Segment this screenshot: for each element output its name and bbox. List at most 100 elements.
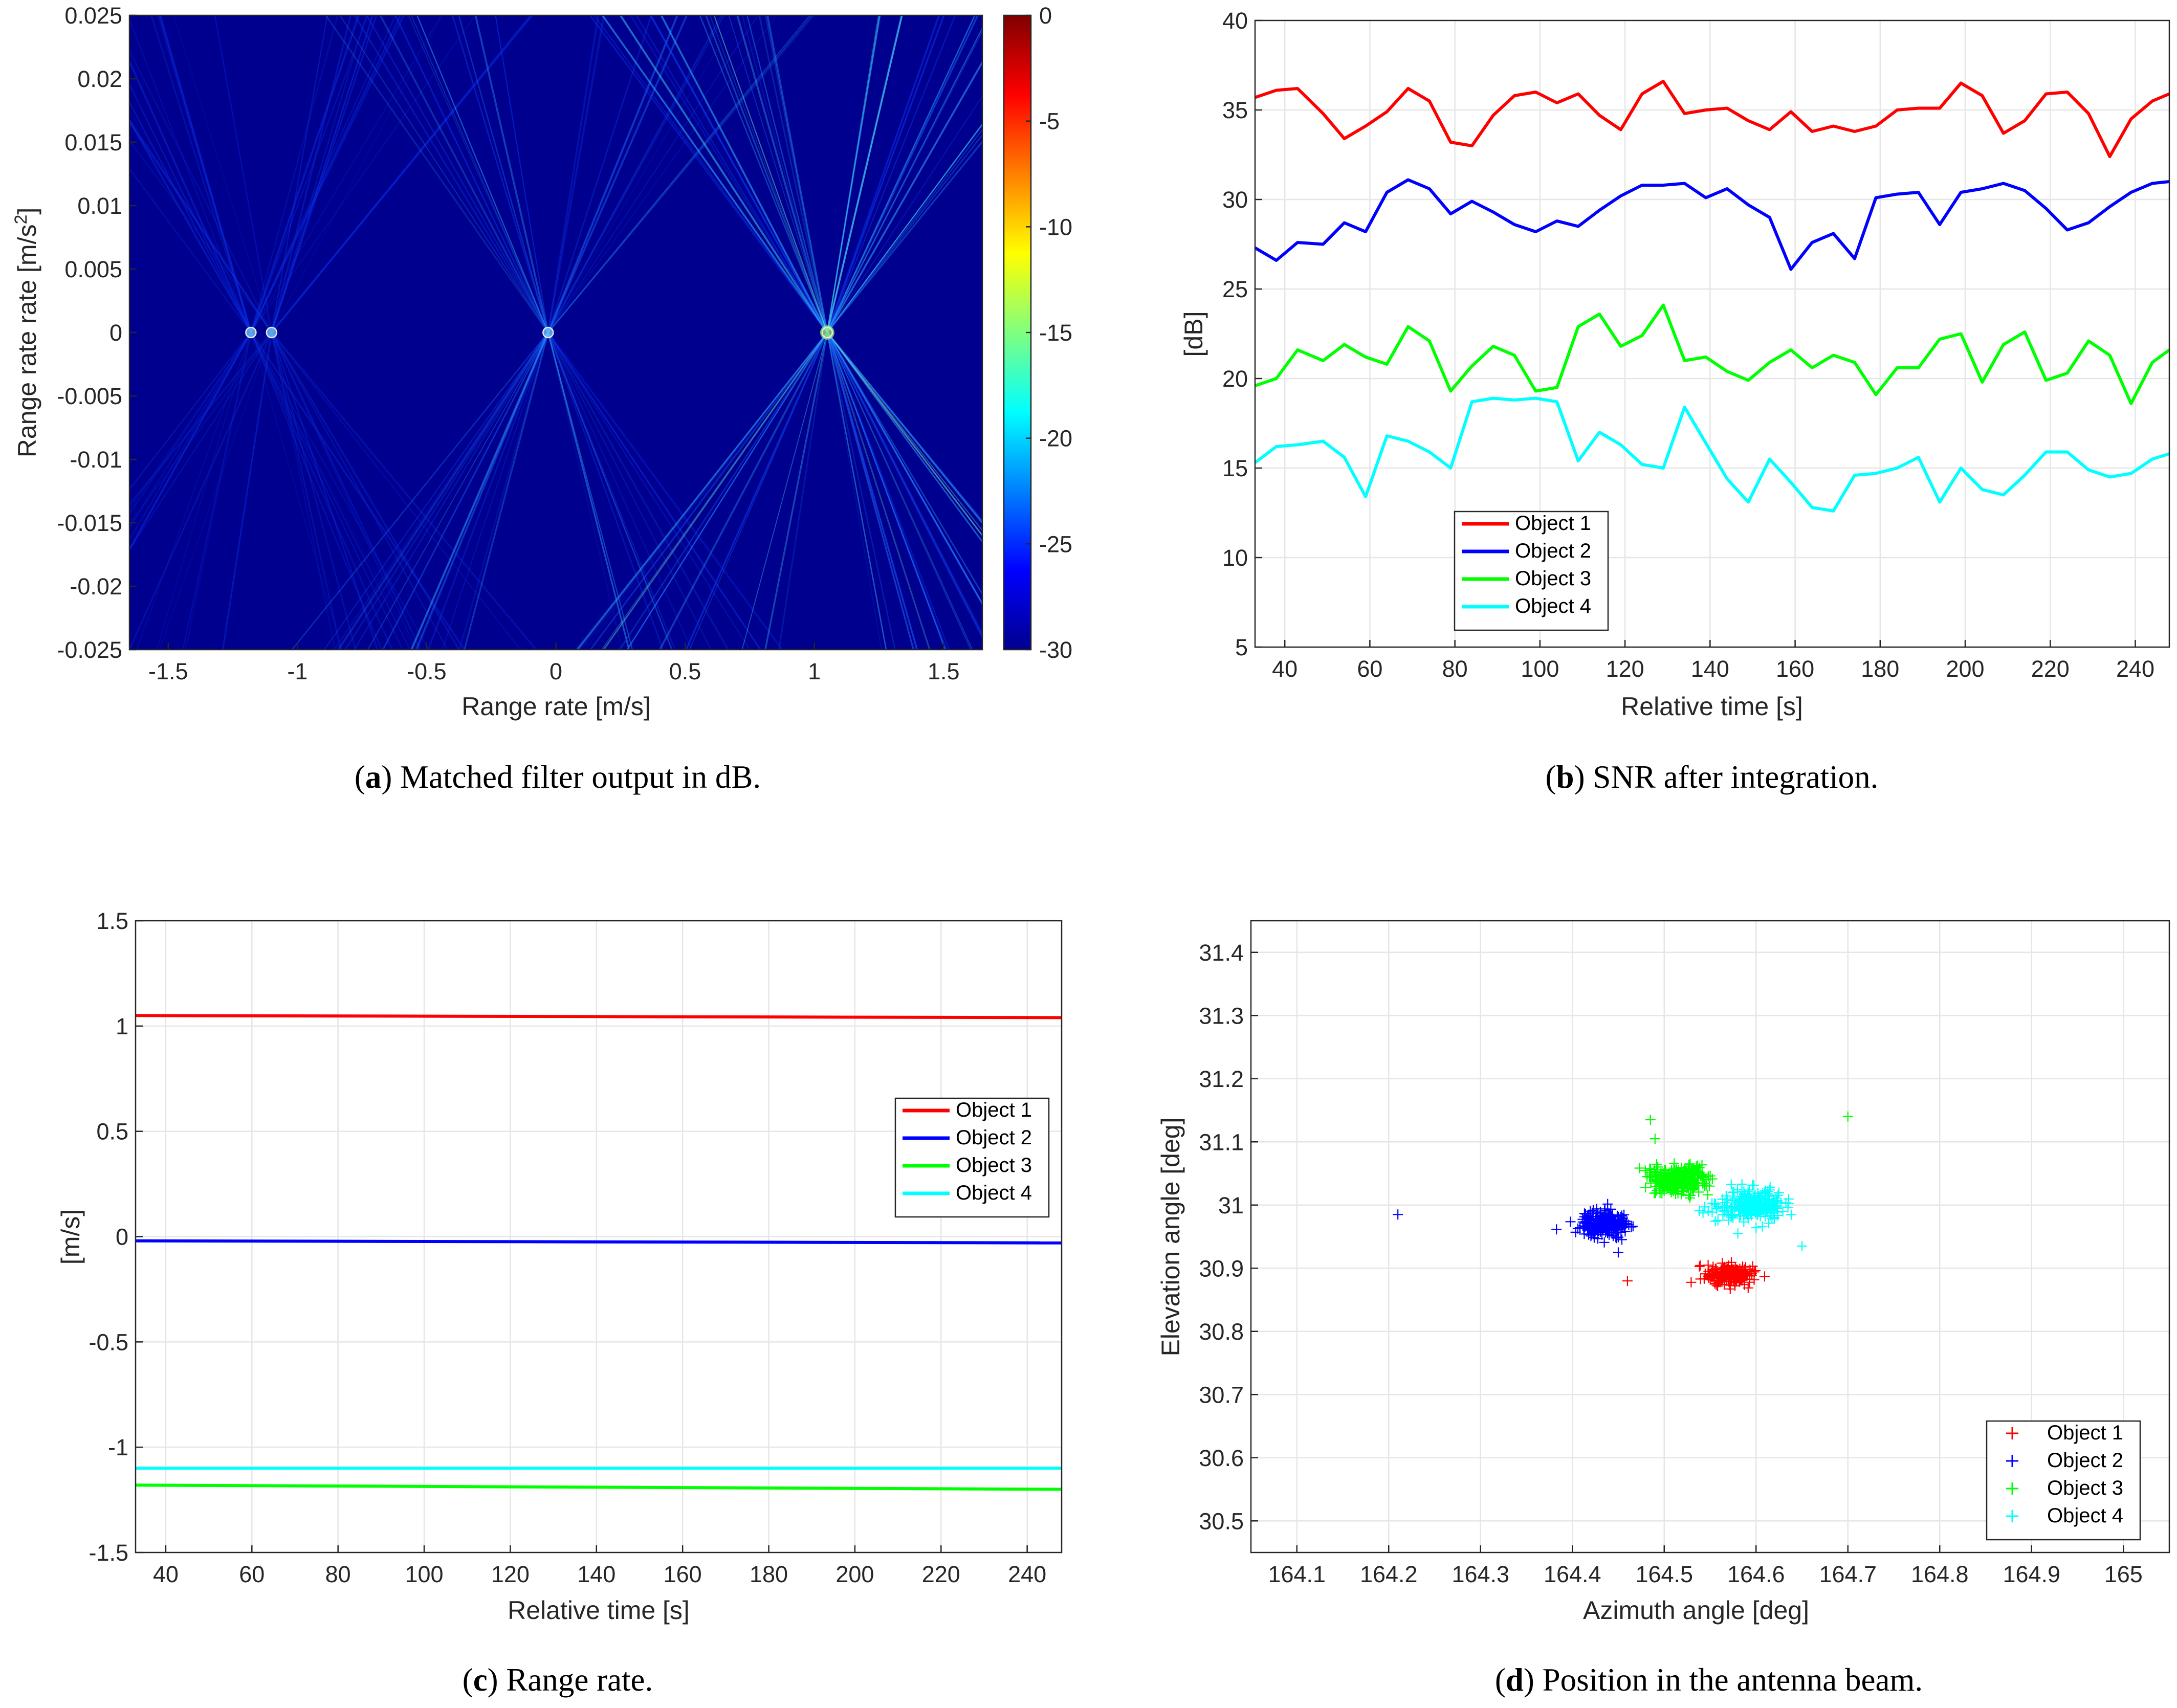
heatmap-streak	[464, 332, 549, 650]
heatmap-streak	[250, 332, 342, 650]
legend-entry: Object 2	[956, 1126, 1032, 1149]
x-tick-label: 180	[1861, 656, 1899, 682]
scatter-point	[1579, 1218, 1590, 1228]
heatmap-streak	[129, 332, 273, 650]
scatter-point	[1723, 1215, 1734, 1226]
scatter-point	[1588, 1205, 1598, 1215]
caption-a-label: a	[365, 759, 382, 795]
scatter-point	[1700, 1180, 1710, 1190]
heatmap-streak	[547, 15, 678, 333]
scatter-point	[1640, 1165, 1651, 1176]
heatmap-streak	[173, 15, 272, 333]
heatmap-streak	[129, 110, 272, 333]
x-tick-label: 164.6	[1727, 1561, 1785, 1587]
x-tick-label: 164.3	[1452, 1561, 1509, 1587]
scatter-point	[1712, 1215, 1723, 1226]
heatmap-streak	[339, 15, 549, 333]
scatter-point	[1598, 1212, 1609, 1223]
heatmap-streak	[214, 15, 273, 333]
scatter-point	[1728, 1209, 1739, 1219]
legend-entry: Object 3	[2047, 1477, 2123, 1499]
heatmap-streak	[826, 332, 915, 650]
heatmap-streak	[826, 27, 982, 333]
x-tick-label: 180	[750, 1561, 788, 1587]
heatmap-streak	[129, 101, 252, 333]
peak-marker	[266, 326, 278, 339]
peak-marker	[542, 326, 554, 339]
heatmap-streak	[382, 332, 549, 650]
heatmap-streak	[685, 332, 828, 650]
scatter-point	[1780, 1197, 1791, 1208]
legend-entry: Object 2	[1515, 540, 1591, 562]
scatter-point	[1757, 1221, 1768, 1232]
heatmap-streak	[826, 60, 982, 333]
legend-b: Object 1 Object 2 Object 3 Object 4	[1454, 511, 1609, 631]
heatmap-streak	[601, 15, 828, 333]
x-tick-label: 80	[1442, 656, 1468, 682]
scatter-point	[1697, 1178, 1708, 1189]
scatter-point	[1707, 1269, 1718, 1280]
heatmap-streak	[416, 332, 549, 650]
heatmap-streak	[271, 15, 534, 334]
scatter-point	[1575, 1223, 1586, 1233]
heatmap-streak	[626, 332, 828, 650]
heatmap-streak	[547, 332, 630, 650]
heatmap-streak	[129, 331, 273, 506]
scatter-point	[1628, 1221, 1638, 1232]
scatter-point	[1678, 1171, 1689, 1182]
x-tick-label: 200	[1946, 656, 1984, 682]
heatmap-streak	[271, 332, 342, 650]
y-tick-label: -0.005	[57, 383, 122, 409]
heatmap-streak	[442, 332, 549, 650]
scatter-point	[1702, 1189, 1713, 1200]
scatter-point	[1602, 1199, 1613, 1209]
scatter-point	[1606, 1204, 1616, 1214]
heatmap-streak	[827, 332, 882, 650]
heatmap-streak	[589, 15, 828, 333]
scatter-point	[1708, 1261, 1719, 1272]
y-axis-label-c: [m/s]	[56, 1209, 85, 1265]
heatmap-streak	[271, 15, 443, 333]
heatmap-streak	[250, 332, 393, 650]
heatmap-streak	[344, 332, 549, 650]
heatmap-streak	[129, 121, 272, 333]
heatmap-streak	[474, 15, 549, 333]
scatter-point	[1620, 1218, 1631, 1229]
scatter-point	[1695, 1274, 1706, 1284]
legend-entry: Object 3	[1515, 567, 1591, 590]
heatmap-streak	[547, 15, 688, 333]
heatmap-streak	[222, 332, 273, 650]
heatmap-streak	[658, 332, 828, 650]
heatmap-streak	[271, 332, 417, 650]
scatter-point	[1757, 1188, 1768, 1198]
heatmap-streak	[746, 15, 828, 333]
y-tick-label: -0.025	[57, 637, 122, 663]
scatter-point	[1744, 1277, 1755, 1288]
y-axis-label-a-sup: 2	[11, 215, 31, 225]
heatmap-streak	[159, 332, 272, 650]
scatter-point	[1743, 1186, 1753, 1197]
scatter-point	[1733, 1205, 1744, 1216]
heatmap-streak	[547, 15, 722, 333]
y-tick-label: 0.5	[96, 1119, 128, 1145]
scatter-point	[1743, 1207, 1753, 1217]
x-tick-label: 164.1	[1268, 1561, 1326, 1587]
x-axis-ticks-b: 40 60 80 100 120 140 160 180 200 220 240	[1272, 640, 2154, 682]
x-tick-label: -0.5	[407, 658, 447, 684]
scatter-point	[1705, 1170, 1716, 1181]
scatter-point	[1764, 1203, 1774, 1213]
heatmap-streak	[367, 332, 549, 650]
heatmap-streak	[827, 332, 982, 531]
grid-b	[1255, 19, 2169, 648]
scatter-point	[1704, 1181, 1715, 1191]
legend-entry: Object 1	[956, 1099, 1032, 1121]
x-tick-label: 164.8	[1911, 1561, 1969, 1587]
heatmap-streak	[547, 332, 633, 650]
scatter-point	[1735, 1272, 1746, 1283]
colorbar-tick-label: -10	[1039, 214, 1072, 240]
y-tick-label: 25	[1222, 276, 1248, 302]
series-line	[1255, 178, 2169, 271]
heatmap-streak	[826, 332, 972, 650]
scatter-point	[1786, 1209, 1796, 1220]
heatmap-streak	[547, 332, 693, 650]
